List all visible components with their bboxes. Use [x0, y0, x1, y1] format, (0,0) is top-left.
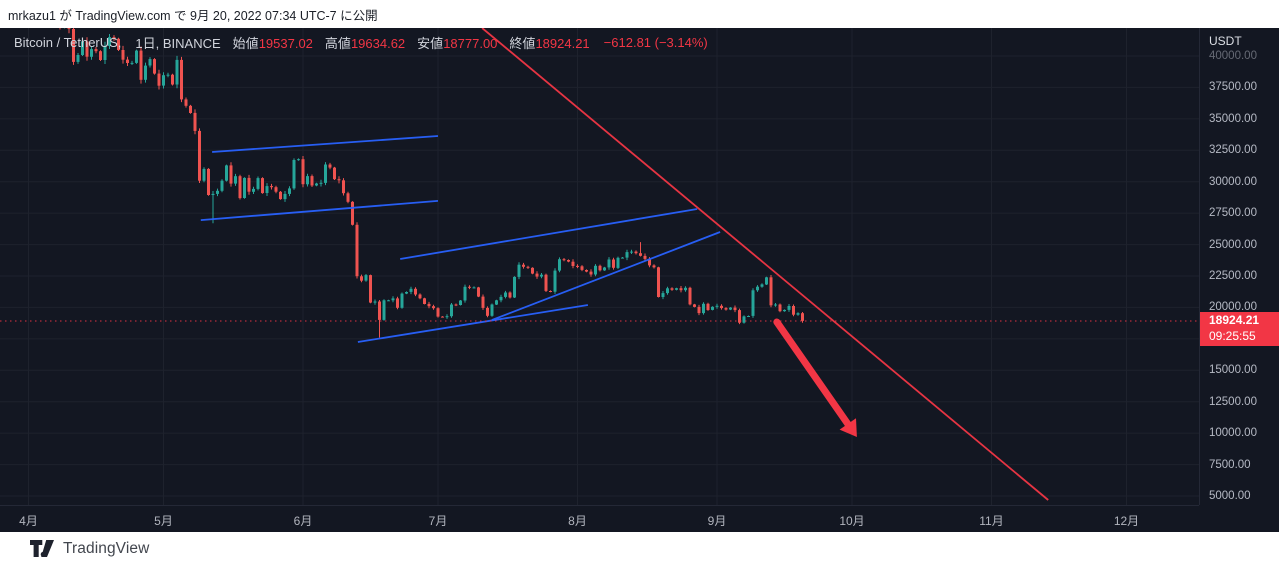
- low-value: 18777.00: [443, 35, 498, 51]
- close-value: 18924.21: [535, 35, 590, 51]
- high-value: 19634.62: [350, 35, 406, 51]
- month-tick: 4月: [19, 514, 38, 528]
- change-value: −612.81 (−3.14%): [603, 34, 708, 50]
- price-tick: 35000.00: [1209, 112, 1257, 125]
- month-tick: 11月: [979, 514, 1004, 528]
- symbol-title[interactable]: Bitcoin / TetherUS,: [14, 34, 122, 50]
- time-axis[interactable]: 4月 5月 6月 7月 8月 9月 10月 11月 12月: [0, 505, 1199, 532]
- price-axis[interactable]: USDT 40000.00 37500.00 35000.00 32500.00 300…: [1199, 28, 1279, 505]
- month-tick: 10月: [839, 514, 865, 528]
- low-label: 安値: [417, 35, 444, 51]
- currency-label: USDT: [1209, 34, 1242, 48]
- price-tick: 12500.00: [1209, 395, 1257, 408]
- attribution-bar: mrkazu1 が TradingView.com で 9月 20, 2022 …: [0, 0, 1279, 28]
- price-tick: 7500.00: [1209, 458, 1251, 471]
- month-tick: 8月: [568, 514, 587, 528]
- month-tick: 5月: [154, 514, 173, 528]
- month-tick: 9月: [707, 514, 727, 528]
- attribution-text: mrkazu1 が TradingView.com で 9月 20, 2022 …: [8, 8, 378, 23]
- price-tick: 32500.00: [1209, 144, 1257, 157]
- chart-legend[interactable]: Bitcoin / TetherUS, 1日, BINANCE 始値19537.…: [14, 33, 708, 51]
- tradingview-logo-icon[interactable]: [30, 540, 54, 557]
- close-label: 終値: [509, 35, 536, 51]
- price-tick: 25000.00: [1209, 238, 1257, 251]
- price-tick: 20000.00: [1209, 301, 1257, 314]
- price-tick: 5000.00: [1209, 490, 1251, 502]
- chart-container: Bitcoin / TetherUS, 1日, BINANCE 始値19537.…: [0, 28, 1279, 532]
- candlestick-pane[interactable]: [0, 28, 1199, 532]
- bar-countdown: 09:25:55: [1209, 329, 1256, 344]
- price-tick: 37500.00: [1209, 81, 1257, 94]
- price-tick: 15000.00: [1209, 364, 1257, 377]
- month-tick: 12月: [1113, 514, 1140, 528]
- tradingview-logo-text[interactable]: TradingView: [63, 539, 150, 557]
- open-label: 始値: [232, 35, 259, 51]
- footer-bar: TradingView: [0, 532, 1279, 565]
- last-price-value: 18924.21: [1209, 312, 1260, 327]
- price-tick: 22500.00: [1209, 270, 1257, 282]
- price-tick: 10000.00: [1209, 427, 1257, 440]
- month-tick: 6月: [293, 514, 313, 528]
- price-tick: 40000.00: [1209, 50, 1257, 62]
- interval-exchange: 1日, BINANCE: [135, 35, 221, 51]
- high-label: 高値: [324, 35, 351, 51]
- month-tick: 7月: [428, 514, 448, 528]
- last-price-badge: 18924.21 09:25:55: [1200, 311, 1279, 346]
- price-tick: 30000.00: [1209, 175, 1257, 188]
- price-tick: 27500.00: [1209, 207, 1257, 220]
- open-value: 19537.02: [258, 35, 313, 51]
